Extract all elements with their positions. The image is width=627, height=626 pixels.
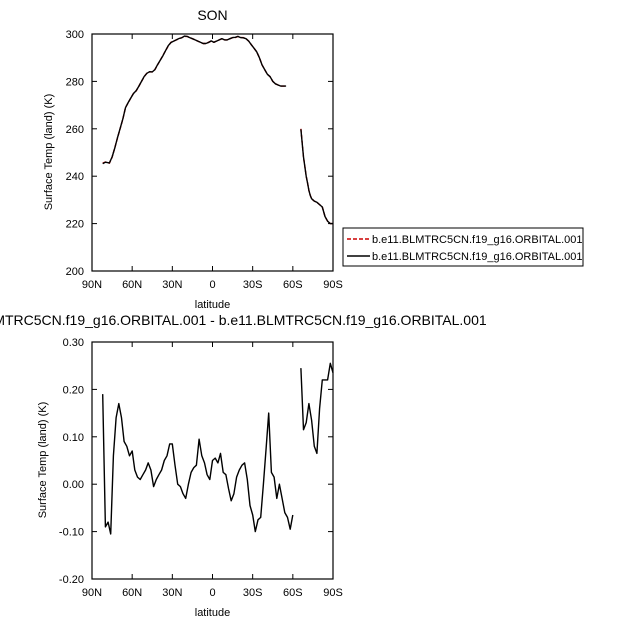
top-chart-legend: b.e11.BLMTRC5CN.f19_g16.ORBITAL.001 b.e1…: [342, 227, 584, 267]
bottom-series-0-line-0: [102, 394, 294, 535]
legend-box: [342, 227, 584, 267]
bottom-x-axis-label: latitude: [195, 607, 230, 619]
top-series-group: [102, 35, 333, 225]
bottom-x-tick-label-3: 0: [209, 587, 215, 599]
bottom-x-tick-label-6: 90S: [323, 587, 343, 599]
top-x-axis-label: latitude: [195, 299, 230, 311]
legend-label-0: b.e11.BLMTRC5CN.f19_g16.ORBITAL.001: [372, 234, 583, 246]
top-chart-title: SON: [197, 7, 227, 23]
top-chart: SON 90N 60N 30N 0 30S 60S 90S 200 220 240 260 280 30…: [43, 7, 343, 311]
top-series-1-line-0: [102, 35, 287, 165]
bottom-chart: b.e11.BLMTRC5CN.f19_g16.ORBITAL.001 - b.…: [0, 312, 487, 619]
top-y-tick-label-3: 260: [66, 124, 84, 136]
bottom-y-tick-label-0: -0.20: [59, 574, 84, 586]
top-tick-group: 90N 60N 30N 0 30S 60S 90S 200 220 240 260 280 300: [66, 29, 343, 291]
top-y-tick-label-5: 300: [66, 29, 84, 41]
bottom-y-tick-label-2: 0.00: [63, 479, 84, 491]
bottom-x-tick-label-4: 30S: [243, 587, 263, 599]
legend-label-1: b.e11.BLMTRC5CN.f19_g16.ORBITAL.001: [372, 251, 583, 263]
top-x-tick-label-3: 0: [209, 279, 215, 291]
bottom-x-tick-label-0: 90N: [82, 587, 102, 599]
top-y-tick-label-0: 200: [66, 266, 84, 278]
top-x-tick-label-1: 60N: [122, 279, 142, 291]
top-y-tick-label-1: 220: [66, 219, 84, 231]
bottom-tick-group: 90N 60N 30N 0 30S 60S 90S -0.20 -0.10 0.00 0.10 0.2…: [59, 337, 343, 599]
top-x-tick-label-6: 90S: [323, 279, 343, 291]
top-x-tick-label-5: 60S: [283, 279, 303, 291]
bottom-x-tick-label-2: 30N: [162, 587, 182, 599]
bottom-series-group: [102, 362, 334, 535]
bottom-y-tick-label-4: 0.20: [63, 384, 84, 396]
bottom-y-tick-label-3: 0.10: [63, 432, 84, 444]
top-y-tick-label-2: 240: [66, 171, 84, 183]
top-y-tick-label-4: 280: [66, 76, 84, 88]
top-plot-frame: [91, 33, 334, 272]
bottom-x-tick-label-5: 60S: [283, 587, 303, 599]
bottom-series-0-line-1: [300, 362, 334, 455]
bottom-x-tick-label-1: 60N: [122, 587, 142, 599]
bottom-y-tick-label-5: 0.30: [63, 337, 84, 349]
bottom-y-tick-label-1: -0.10: [59, 527, 84, 539]
top-x-tick-label-2: 30N: [162, 279, 182, 291]
bottom-y-axis-label: Surface Temp (land) (K): [37, 402, 49, 519]
top-x-tick-label-4: 30S: [243, 279, 263, 291]
bottom-chart-title: b.e11.BLMTRC5CN.f19_g16.ORBITAL.001 - b.…: [0, 312, 487, 328]
top-y-axis-label: Surface Temp (land) (K): [43, 94, 55, 211]
top-x-tick-label-0: 90N: [82, 279, 102, 291]
top-series-1-line-1: [300, 129, 333, 225]
